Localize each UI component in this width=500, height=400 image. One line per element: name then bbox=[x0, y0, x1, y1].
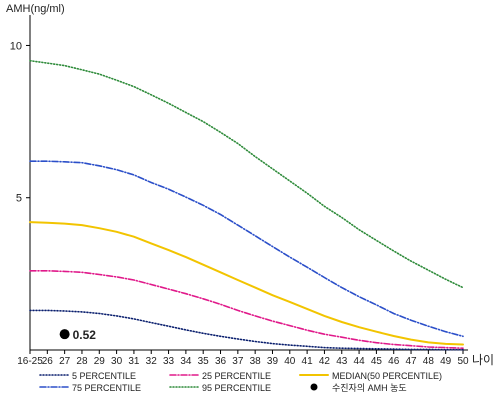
series-line-5-percentile bbox=[29, 309, 464, 351]
x-tick-label: 28 bbox=[76, 356, 88, 367]
x-tick-label: 16-25 bbox=[17, 356, 43, 367]
x-tick-label: 26 bbox=[42, 356, 54, 367]
x-tick-label: 40 bbox=[284, 356, 296, 367]
y-tick-label: 5 bbox=[16, 193, 22, 205]
x-tick-label: 46 bbox=[388, 356, 400, 367]
legend-label-patient-amh: 수진자의 AMH 농도 bbox=[332, 383, 407, 393]
legend-label-median-50-percentile: MEDIAN(50 PERCENTILE) bbox=[332, 371, 442, 381]
legend-label-25-percentile: 25 PERCENTILE bbox=[202, 371, 271, 381]
x-tick-label: 37 bbox=[232, 356, 244, 367]
series-lines bbox=[29, 59, 464, 351]
x-tick-label: 30 bbox=[111, 356, 123, 367]
x-tick-label: 45 bbox=[371, 356, 383, 367]
x-tick-label: 39 bbox=[267, 356, 279, 367]
x-tick-label: 48 bbox=[423, 356, 435, 367]
x-tick-label: 32 bbox=[146, 356, 158, 367]
legend-label-75-percentile: 75 PERCENTILE bbox=[72, 383, 141, 393]
x-tick-label: 33 bbox=[163, 356, 175, 367]
x-tick-label: 29 bbox=[94, 356, 106, 367]
x-tick-label: 34 bbox=[180, 356, 192, 367]
x-tick-label: 44 bbox=[354, 356, 366, 367]
x-tick-label: 47 bbox=[405, 356, 417, 367]
x-tick-label: 36 bbox=[215, 356, 227, 367]
annotations: 0.52 bbox=[59, 328, 97, 342]
x-tick-label: 42 bbox=[319, 356, 331, 367]
series-line-25-percentile bbox=[29, 270, 464, 349]
x-tick-label: 27 bbox=[59, 356, 71, 367]
legend-label-95-percentile: 95 PERCENTILE bbox=[202, 383, 271, 393]
patient-amh-label: 0.52 bbox=[73, 328, 97, 342]
x-tick-label: 38 bbox=[250, 356, 262, 367]
x-tick-label: 50 bbox=[457, 356, 469, 367]
x-tick-label: 43 bbox=[336, 356, 348, 367]
x-tick-label: 35 bbox=[198, 356, 210, 367]
legend-label-5-percentile: 5 PERCENTILE bbox=[72, 371, 136, 381]
y-tick-label: 10 bbox=[10, 40, 22, 52]
series-line-75-percentile bbox=[29, 160, 464, 338]
legend: 5 PERCENTILE 25 PERCENTILE MEDIAN(50 PERCE… bbox=[39, 371, 442, 393]
series-line-95-percentile bbox=[29, 59, 464, 289]
series-line-median-50-percentile bbox=[29, 221, 464, 346]
legend-marker-patient-amh bbox=[310, 383, 318, 391]
y-axis-label: AMH(ng/ml) bbox=[6, 3, 65, 15]
x-tick-label: 41 bbox=[302, 356, 314, 367]
patient-amh-marker bbox=[59, 329, 70, 340]
y-ticks: 5 10 bbox=[10, 40, 30, 205]
x-tick-label: 31 bbox=[128, 356, 140, 367]
x-axis-label: 나이 bbox=[472, 353, 494, 367]
x-tick-label: 49 bbox=[440, 356, 452, 367]
